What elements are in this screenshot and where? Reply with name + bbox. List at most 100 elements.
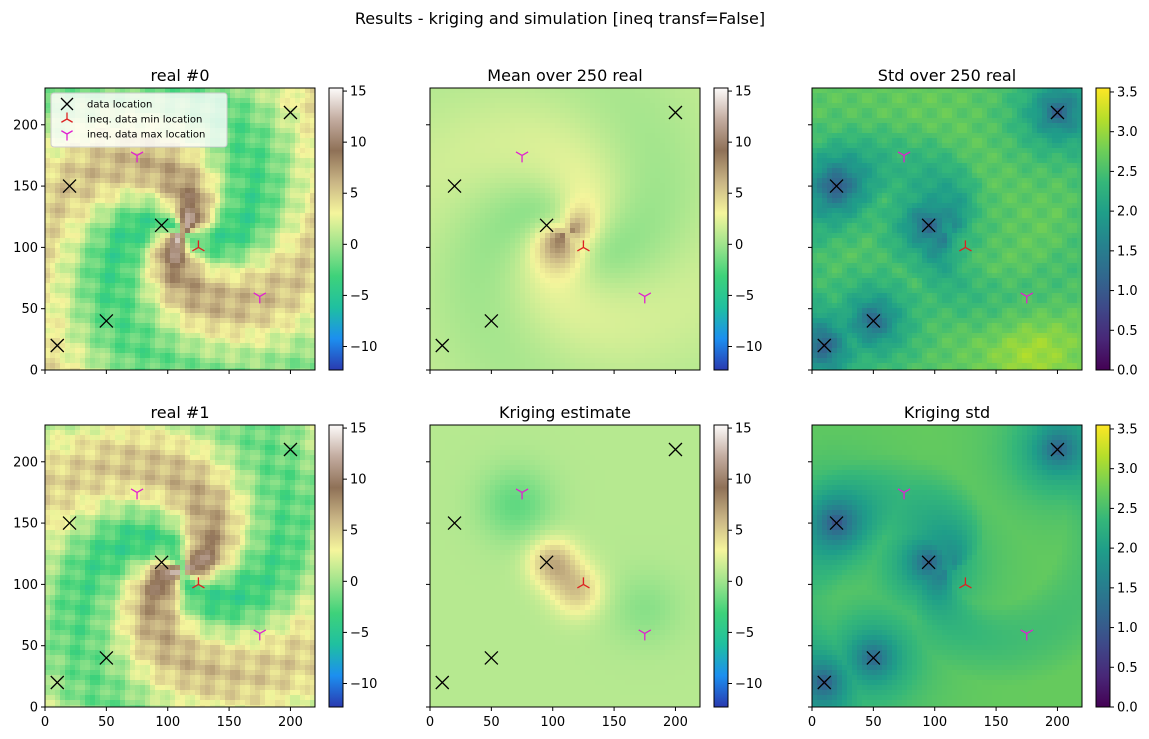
x-tick-label: 50 — [865, 715, 882, 730]
colorbar-gradient — [714, 88, 728, 370]
colorbar-gradient — [714, 425, 728, 707]
colorbar-tick-label: −5 — [735, 626, 754, 641]
panel-title: real #0 — [151, 66, 210, 85]
colorbar-tick-label: 2.0 — [1117, 205, 1138, 220]
legend-label: ineq. data min location — [87, 115, 202, 126]
colorbar-tick-label: 2.0 — [1117, 542, 1138, 557]
panel-6: Kriging std 0 50 100 150 200 0.0 0.5 1.0 1.5 2.0 2.… — [808, 403, 1138, 730]
panel-title: Kriging std — [904, 403, 990, 422]
colorbar-tick-label: 3.5 — [1117, 422, 1138, 437]
colorbar-tick-label: 10 — [735, 136, 752, 151]
colorbar-tick-label: 15 — [350, 422, 367, 437]
colorbar-tick-label: 5 — [735, 524, 743, 539]
colorbar: −10 −5 0 5 10 15 — [714, 85, 762, 370]
colorbar-tick-label: 15 — [350, 85, 367, 100]
x-tick-label: 150 — [602, 715, 627, 730]
legend-label: data location — [87, 100, 152, 111]
colorbar-tick-label: 0 — [735, 238, 743, 253]
x-tick-label: 0 — [426, 715, 434, 730]
colorbar-tick-label: 5 — [350, 187, 358, 202]
panel-title: Std over 250 real — [878, 66, 1016, 85]
heatmap-image — [430, 88, 700, 370]
colorbar-tick-label: 10 — [735, 473, 752, 488]
colorbar-tick-label: 3.5 — [1117, 85, 1138, 100]
heatmap-image — [812, 88, 1082, 370]
panel-title: Mean over 250 real — [487, 66, 642, 85]
colorbar: −10 −5 0 5 10 15 — [714, 422, 762, 707]
colorbar-tick-label: 2.5 — [1117, 165, 1138, 180]
colorbar-tick-label: −10 — [735, 677, 762, 692]
colorbar-tick-label: 1.0 — [1117, 284, 1138, 299]
colorbar-gradient — [329, 425, 343, 707]
panel-title: Kriging estimate — [499, 403, 631, 422]
panel-2: Mean over 250 real −10 −5 0 5 10 15 — [426, 66, 762, 374]
colorbar-tick-label: 0 — [350, 575, 358, 590]
x-tick-label: 200 — [663, 715, 688, 730]
panel-title: real #1 — [151, 403, 210, 422]
panel-5: Kriging estimate 0 50 100 150 200 −10 −5 0 5 10 15 — [426, 403, 763, 730]
colorbar-tick-label: 15 — [735, 85, 752, 100]
colorbar-tick-label: 10 — [350, 473, 367, 488]
y-tick-label: 150 — [13, 180, 38, 195]
y-tick-label: 100 — [13, 241, 38, 256]
x-tick-label: 50 — [483, 715, 500, 730]
figure-suptitle: Results - kriging and simulation [ineq t… — [355, 9, 765, 28]
colorbar-tick-label: 2.5 — [1117, 502, 1138, 517]
x-tick-label: 200 — [1045, 715, 1070, 730]
x-tick-label: 0 — [808, 715, 816, 730]
x-tick-label: 100 — [922, 715, 947, 730]
x-tick-label: 200 — [278, 715, 303, 730]
x-tick-label: 50 — [98, 715, 115, 730]
panel-4: real #1 0 50 100 150 200 0 50 100 150 200 −10 −5 0 5 10… — [13, 403, 377, 730]
colorbar: 0.0 0.5 1.0 1.5 2.0 2.5 3.0 3.5 — [1096, 422, 1138, 715]
heatmap-image — [430, 425, 700, 707]
colorbar-tick-label: 1.0 — [1117, 621, 1138, 636]
heatmap-image — [812, 425, 1082, 707]
y-tick-label: 200 — [13, 455, 38, 470]
y-tick-label: 150 — [13, 517, 38, 532]
colorbar-tick-label: −5 — [350, 626, 369, 641]
colorbar-tick-label: 0 — [350, 238, 358, 253]
y-tick-label: 50 — [21, 639, 38, 654]
colorbar-tick-label: −5 — [735, 289, 754, 304]
colorbar-tick-label: 0.0 — [1117, 701, 1138, 716]
colorbar-tick-label: −5 — [350, 289, 369, 304]
colorbar: −10 −5 0 5 10 15 — [329, 422, 377, 707]
colorbar-tick-label: 10 — [350, 136, 367, 151]
colorbar-tick-label: −10 — [350, 340, 377, 355]
panel-3: Std over 250 real 0.0 0.5 1.0 1.5 2.0 2.5 3.0 3.… — [808, 66, 1138, 379]
heatmap-image — [45, 425, 315, 707]
y-tick-label: 0 — [30, 701, 38, 716]
colorbar-tick-label: 0.5 — [1117, 324, 1138, 339]
y-tick-label: 50 — [21, 302, 38, 317]
colorbar-tick-label: 5 — [350, 524, 358, 539]
colorbar-tick-label: 0.5 — [1117, 661, 1138, 676]
colorbar-gradient — [329, 88, 343, 370]
colorbar-gradient — [1096, 425, 1110, 707]
x-tick-label: 0 — [41, 715, 49, 730]
colorbar-tick-label: −10 — [350, 677, 377, 692]
colorbar-tick-label: 0.0 — [1117, 364, 1138, 379]
x-tick-label: 150 — [984, 715, 1009, 730]
colorbar-tick-label: 5 — [735, 187, 743, 202]
x-tick-label: 100 — [540, 715, 565, 730]
colorbar-tick-label: 3.0 — [1117, 125, 1138, 140]
y-tick-label: 0 — [30, 364, 38, 379]
colorbar-tick-label: −10 — [735, 340, 762, 355]
colorbar-tick-label: 0 — [735, 575, 743, 590]
y-tick-label: 100 — [13, 578, 38, 593]
colorbar-tick-label: 1.5 — [1117, 581, 1138, 596]
x-tick-label: 150 — [217, 715, 242, 730]
legend-label: ineq. data max location — [87, 130, 205, 141]
legend: data location ineq. data min location ineq… — [51, 93, 227, 147]
colorbar: −10 −5 0 5 10 15 — [329, 85, 377, 370]
colorbar-tick-label: 15 — [735, 422, 752, 437]
x-tick-label: 100 — [155, 715, 180, 730]
colorbar-gradient — [1096, 88, 1110, 370]
colorbar: 0.0 0.5 1.0 1.5 2.0 2.5 3.0 3.5 — [1096, 85, 1138, 378]
colorbar-tick-label: 1.5 — [1117, 244, 1138, 259]
colorbar-tick-label: 3.0 — [1117, 462, 1138, 477]
